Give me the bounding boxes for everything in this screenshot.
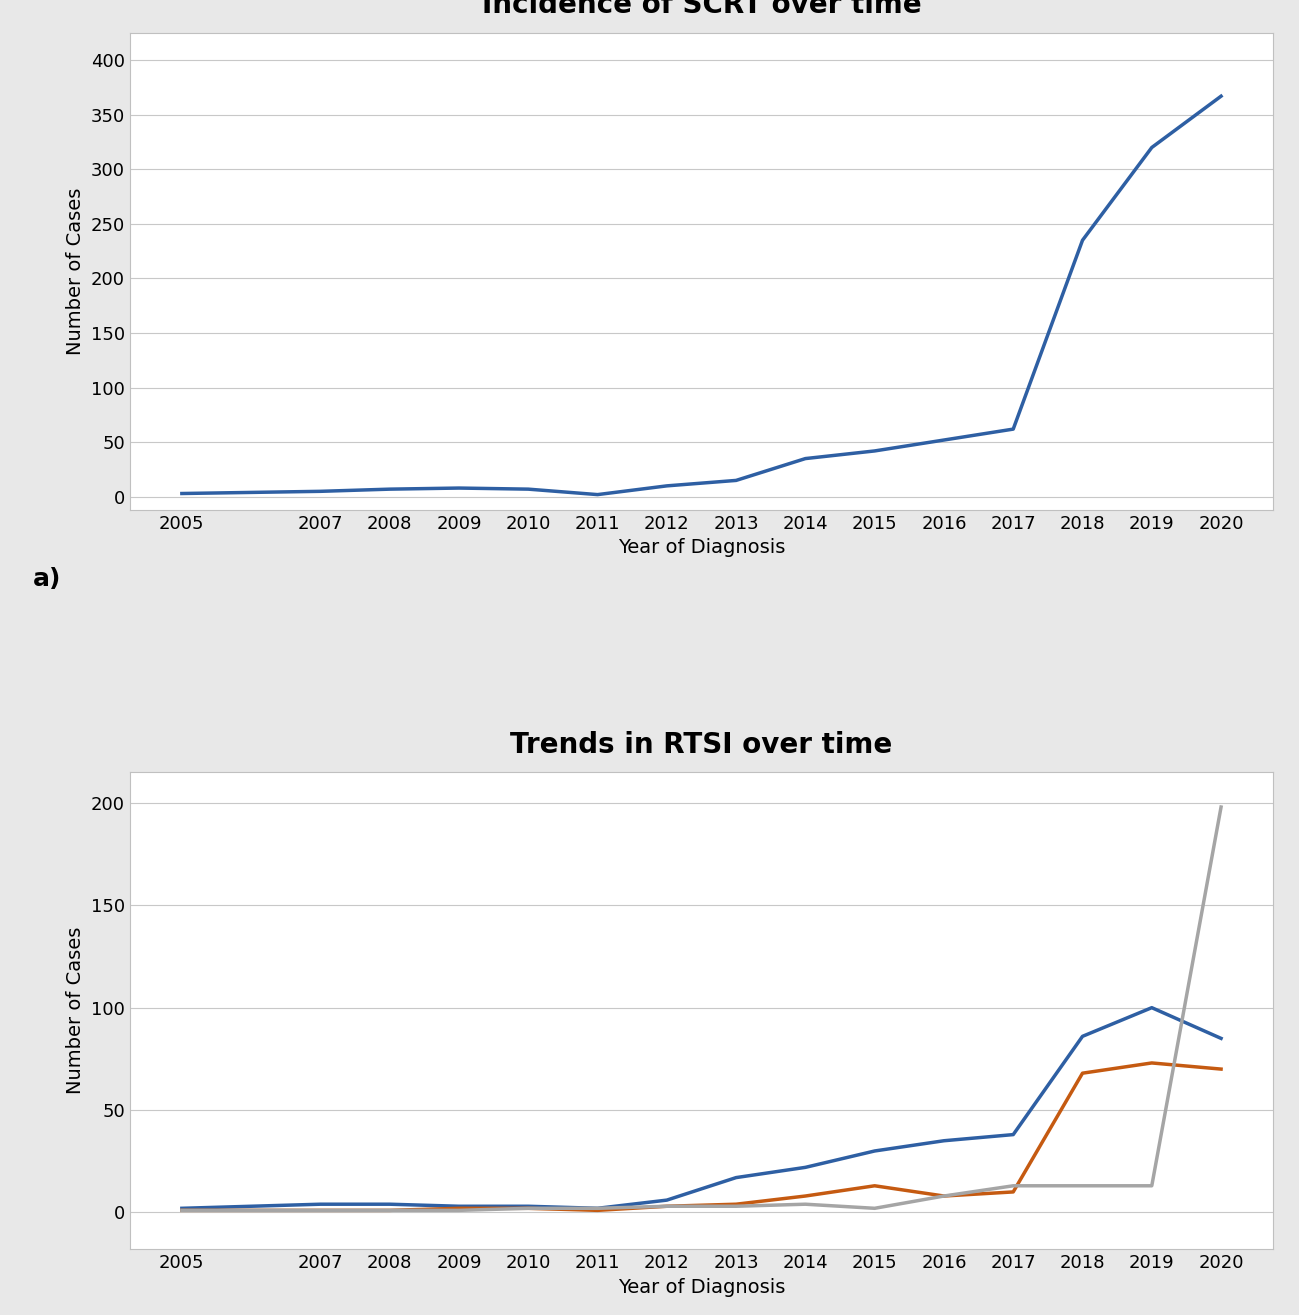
Delayed (Over 4 weeks) — [659, 1198, 674, 1214]
Intermediate (1 to 4 weeks) — [313, 1202, 329, 1218]
Intermediate (1 to 4 weeks) — [1213, 1061, 1229, 1077]
Early (Within 1 week) — [521, 1198, 536, 1214]
Intermediate (1 to 4 weeks) — [174, 1202, 190, 1218]
Line: Early (Within 1 week): Early (Within 1 week) — [182, 1007, 1221, 1208]
Delayed (Over 4 weeks) — [451, 1202, 466, 1218]
Early (Within 1 week) — [1005, 1127, 1021, 1143]
Delayed (Over 4 weeks) — [729, 1198, 744, 1214]
Early (Within 1 week) — [382, 1197, 397, 1212]
Intermediate (1 to 4 weeks) — [729, 1197, 744, 1212]
Delayed (Over 4 weeks) — [1213, 800, 1229, 815]
Y-axis label: Number of Cases: Number of Cases — [66, 927, 86, 1094]
Delayed (Over 4 weeks) — [382, 1202, 397, 1218]
Early (Within 1 week) — [1213, 1031, 1229, 1047]
Early (Within 1 week) — [798, 1160, 813, 1176]
Delayed (Over 4 weeks) — [1005, 1178, 1021, 1194]
Intermediate (1 to 4 weeks) — [382, 1202, 397, 1218]
Early (Within 1 week) — [451, 1198, 466, 1214]
Delayed (Over 4 weeks) — [866, 1201, 882, 1216]
Intermediate (1 to 4 weeks) — [1074, 1065, 1090, 1081]
Intermediate (1 to 4 weeks) — [1144, 1055, 1160, 1070]
Early (Within 1 week) — [937, 1132, 952, 1148]
Early (Within 1 week) — [659, 1193, 674, 1208]
Early (Within 1 week) — [1074, 1028, 1090, 1044]
Intermediate (1 to 4 weeks) — [590, 1202, 605, 1218]
Intermediate (1 to 4 weeks) — [1005, 1184, 1021, 1199]
Delayed (Over 4 weeks) — [521, 1201, 536, 1216]
Delayed (Over 4 weeks) — [1074, 1178, 1090, 1194]
Line: Delayed (Over 4 weeks): Delayed (Over 4 weeks) — [182, 807, 1221, 1210]
Intermediate (1 to 4 weeks) — [521, 1201, 536, 1216]
Intermediate (1 to 4 weeks) — [937, 1189, 952, 1205]
Intermediate (1 to 4 weeks) — [659, 1198, 674, 1214]
Title: Incidence of SCRT over time: Incidence of SCRT over time — [482, 0, 921, 20]
Intermediate (1 to 4 weeks) — [798, 1189, 813, 1205]
Text: a): a) — [32, 567, 61, 592]
Intermediate (1 to 4 weeks) — [866, 1178, 882, 1194]
Delayed (Over 4 weeks) — [1144, 1178, 1160, 1194]
Early (Within 1 week) — [729, 1170, 744, 1186]
Early (Within 1 week) — [866, 1143, 882, 1159]
Delayed (Over 4 weeks) — [174, 1202, 190, 1218]
Delayed (Over 4 weeks) — [590, 1201, 605, 1216]
X-axis label: Year of Diagnosis: Year of Diagnosis — [618, 538, 785, 558]
Early (Within 1 week) — [174, 1201, 190, 1216]
Delayed (Over 4 weeks) — [937, 1189, 952, 1205]
Early (Within 1 week) — [590, 1201, 605, 1216]
X-axis label: Year of Diagnosis: Year of Diagnosis — [618, 1278, 785, 1297]
Title: Trends in RTSI over time: Trends in RTSI over time — [511, 731, 892, 759]
Early (Within 1 week) — [1144, 999, 1160, 1015]
Y-axis label: Number of Cases: Number of Cases — [66, 188, 86, 355]
Intermediate (1 to 4 weeks) — [451, 1201, 466, 1216]
Delayed (Over 4 weeks) — [313, 1202, 329, 1218]
Delayed (Over 4 weeks) — [798, 1197, 813, 1212]
Line: Intermediate (1 to 4 weeks): Intermediate (1 to 4 weeks) — [182, 1063, 1221, 1210]
Early (Within 1 week) — [313, 1197, 329, 1212]
